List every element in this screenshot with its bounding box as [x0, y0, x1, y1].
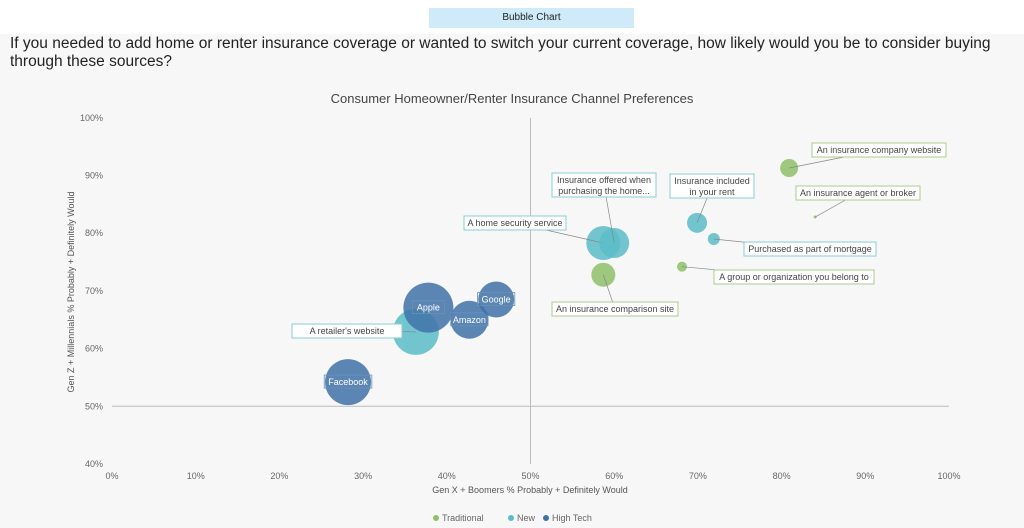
- data-label: An insurance company website: [817, 145, 942, 155]
- data-label-box: [743, 241, 877, 257]
- x-tick-label: 70%: [689, 471, 707, 481]
- data-label-box: [323, 374, 373, 389]
- x-tick-label: 30%: [354, 471, 372, 481]
- y-tick-label: 40%: [85, 459, 103, 469]
- x-tick-label: 20%: [270, 471, 288, 481]
- data-label-box: [795, 185, 921, 201]
- data-label-box: [477, 292, 516, 306]
- legend-label: Traditional: [442, 513, 484, 523]
- x-tick-label: 0%: [105, 471, 118, 481]
- data-label: Insurance offered when purchasing the hom…: [557, 175, 651, 196]
- legend-marker-high-tech: [543, 515, 549, 521]
- data-label-box: [450, 312, 489, 327]
- x-tick-label: 10%: [187, 471, 205, 481]
- bubble-amazon[interactable]: [450, 300, 489, 339]
- data-label: A home security service: [467, 218, 562, 228]
- legend-marker-new: [508, 515, 514, 521]
- chart-title: Consumer Homeowner/Renter Insurance Chan…: [331, 91, 694, 106]
- data-label-box: [411, 300, 445, 315]
- question-text: If you needed to add home or renter insu…: [10, 35, 991, 70]
- data-label: Amazon: [453, 315, 486, 325]
- legend-label: High Tech: [552, 513, 592, 523]
- data-label-box: [291, 323, 403, 339]
- y-axis-label: Gen Z + Millennials % Probably + Definit…: [66, 192, 76, 393]
- y-tick-label: 70%: [85, 286, 103, 296]
- data-label: An insurance comparison site: [556, 304, 674, 314]
- x-tick-label: 90%: [856, 471, 874, 481]
- data-label-box: [551, 301, 679, 317]
- data-label-box: [463, 215, 567, 231]
- y-tick-label: 80%: [85, 228, 103, 238]
- data-label-box: [713, 269, 875, 285]
- data-label: An insurance agent or broker: [800, 188, 916, 198]
- y-tick-label: 50%: [85, 401, 103, 411]
- x-axis-label: Gen X + Boomers % Probably + Definitely …: [432, 485, 627, 495]
- data-label: Google: [482, 295, 511, 305]
- data-label-box: [811, 142, 947, 158]
- x-tick-label: 100%: [937, 471, 960, 481]
- legend-label: New: [517, 513, 536, 523]
- y-tick-label: 100%: [80, 113, 103, 123]
- tab-bubble-chart[interactable]: Bubble Chart: [429, 8, 634, 28]
- data-label-box: [551, 172, 657, 198]
- bubble-apple[interactable]: [403, 282, 454, 333]
- legend-marker-traditional: [433, 515, 439, 521]
- x-tick-label: 60%: [605, 471, 623, 481]
- data-label: Apple: [417, 303, 440, 313]
- data-label-box: [669, 173, 755, 199]
- y-tick-label: 60%: [85, 344, 103, 354]
- bubble-google[interactable]: [478, 281, 515, 318]
- x-tick-label: 80%: [773, 471, 791, 481]
- x-tick-label: 40%: [438, 471, 456, 481]
- data-label: A retailer's website: [310, 326, 385, 336]
- x-tick-label: 50%: [521, 471, 539, 481]
- data-label: Purchased as part of mortgage: [748, 244, 872, 254]
- data-label: Facebook: [328, 377, 368, 387]
- y-tick-label: 90%: [85, 171, 103, 181]
- bubble-facebook[interactable]: [325, 359, 372, 406]
- data-label: A group or organization you belong to: [719, 272, 869, 282]
- data-label: Insurance included in your rent: [674, 176, 750, 197]
